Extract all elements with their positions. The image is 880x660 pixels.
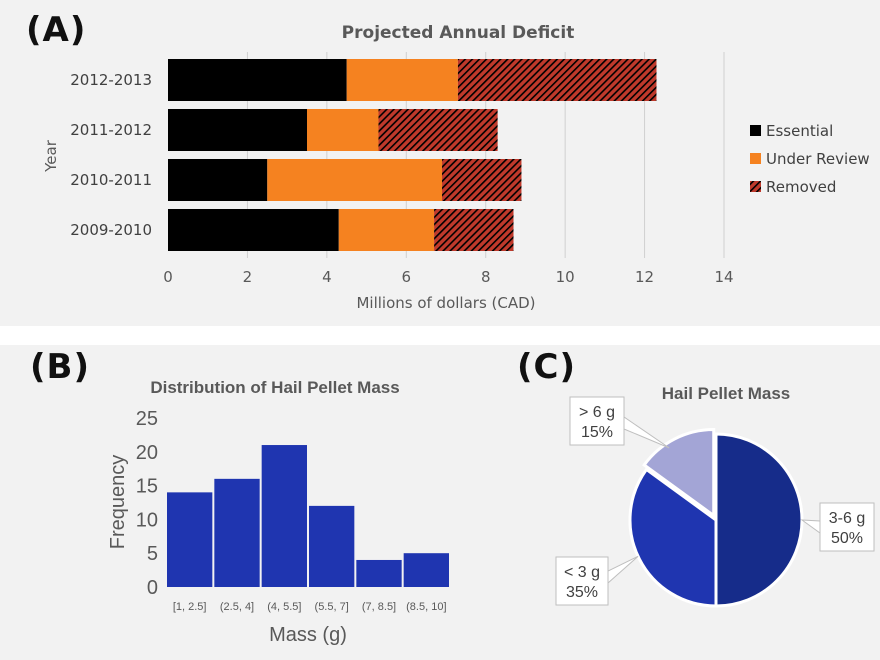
legend-swatch xyxy=(750,181,761,192)
callout-box xyxy=(819,502,875,552)
bar-segment-removed xyxy=(378,109,498,151)
y-tick-label: 5 xyxy=(147,543,158,565)
bar-segment-removed xyxy=(442,159,522,201)
y-tick-label: 20 xyxy=(136,442,158,464)
histogram-bar xyxy=(214,478,260,587)
x-tick-label: 12 xyxy=(635,268,654,286)
legend-label: Under Review xyxy=(766,150,870,168)
x-tick-label: (4, 5.5] xyxy=(267,601,301,613)
histogram-bar xyxy=(309,505,355,587)
pie-slice xyxy=(628,467,718,608)
chart-title: Hail Pellet Mass xyxy=(662,384,791,403)
bar-segment-under-review xyxy=(307,109,379,151)
bar-segment-essential xyxy=(168,59,347,101)
x-tick-label: 2 xyxy=(243,268,253,286)
pie-slice xyxy=(642,428,716,519)
histogram-bar xyxy=(403,553,449,587)
y-category-label: 2012-2013 xyxy=(70,71,152,89)
x-tick-label: 4 xyxy=(322,268,332,286)
x-tick-label: (8.5, 10] xyxy=(406,601,446,613)
bar-segment-removed xyxy=(457,59,657,101)
y-tick-label: 15 xyxy=(136,476,158,498)
x-tick-label: 10 xyxy=(556,268,575,286)
slice-label: > 6 g xyxy=(579,404,615,421)
legend-label: Essential xyxy=(766,122,833,140)
y-category-label: 2009-2010 xyxy=(70,221,152,239)
x-tick-label: (2.5, 4] xyxy=(220,601,254,613)
pie-chart: Hail Pellet Mass 3-6 g 50% < 3 g 35% > 6 g 15% xyxy=(555,384,875,608)
x-tick-label: 14 xyxy=(714,268,733,286)
bar-segment-essential xyxy=(168,159,268,201)
pie-slice xyxy=(714,432,804,608)
x-tick-label: 0 xyxy=(163,268,173,286)
panel-letter-a: (A) xyxy=(26,10,87,50)
x-axis-label: Mass (g) xyxy=(269,624,347,646)
callout-box xyxy=(569,396,625,446)
slice-percent: 50% xyxy=(831,530,863,547)
slice-percent: 35% xyxy=(566,584,598,601)
panel-letter-b: (B) xyxy=(30,347,90,387)
bar-segment-under-review xyxy=(338,209,435,251)
bar-segment-essential xyxy=(168,109,307,151)
y-axis-label: Year xyxy=(42,139,60,173)
callout-box xyxy=(555,556,609,606)
callout-pointer xyxy=(607,555,639,585)
x-tick-label: [1, 2.5] xyxy=(173,601,207,613)
histogram-bar xyxy=(356,559,402,587)
y-category-label: 2010-2011 xyxy=(70,171,152,189)
stacked-bar-chart: 0 2 4 6 8 10 12 14 Projected Annual Deficit Milli… xyxy=(42,23,870,312)
histogram-chart: Distribution of Hail Pellet Mass Frequenc… xyxy=(107,378,449,646)
bar-segment-under-review xyxy=(346,59,458,101)
callout-pointer xyxy=(800,519,821,534)
x-tick-label: (7, 8.5] xyxy=(362,601,396,613)
y-axis-label: Frequency xyxy=(107,455,129,550)
y-tick-label: 10 xyxy=(136,509,158,531)
slice-label: < 3 g xyxy=(564,564,600,581)
y-category-label: 2011-2012 xyxy=(70,121,152,139)
bar-segment-removed xyxy=(434,209,514,251)
chart-title: Distribution of Hail Pellet Mass xyxy=(150,378,399,397)
callout-pointer xyxy=(623,416,670,449)
y-tick-label: 25 xyxy=(136,408,158,430)
y-tick-label: 0 xyxy=(147,577,158,599)
x-tick-label: 8 xyxy=(481,268,491,286)
slice-percent: 15% xyxy=(581,424,613,441)
bar-segment-essential xyxy=(168,209,339,251)
chart-title: Projected Annual Deficit xyxy=(342,23,575,43)
legend-swatch xyxy=(750,153,761,164)
histogram-bar xyxy=(261,445,307,587)
panel-letter-c: (C) xyxy=(517,347,577,387)
x-tick-label: 6 xyxy=(402,268,412,286)
histogram-bar xyxy=(167,492,213,587)
x-tick-label: (5.5, 7] xyxy=(315,601,349,613)
x-axis-label: Millions of dollars (CAD) xyxy=(356,294,535,312)
slice-label: 3-6 g xyxy=(829,510,865,527)
legend-label: Removed xyxy=(766,178,836,196)
legend-swatch xyxy=(750,125,761,136)
bar-segment-under-review xyxy=(267,159,443,201)
